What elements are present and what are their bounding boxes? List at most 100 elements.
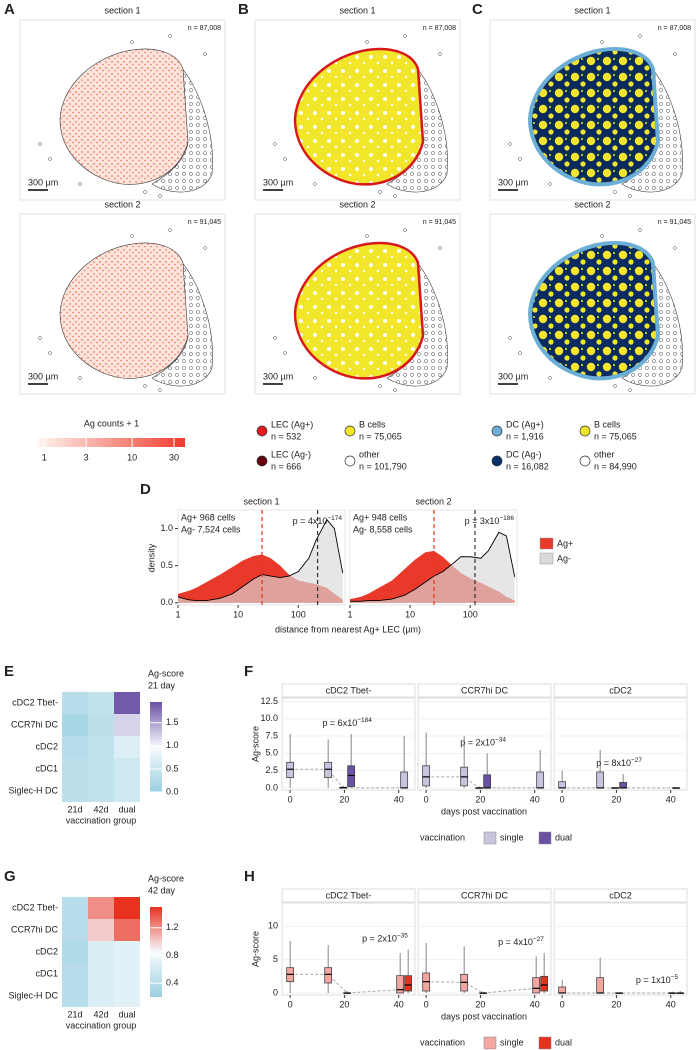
facet-title: cDC2 Tbet- — [326, 685, 372, 695]
column-label: dual — [118, 804, 135, 814]
legend-swatch — [539, 552, 554, 565]
tissue-speck — [518, 351, 522, 355]
tissue-speck — [365, 40, 369, 44]
x-tick-label: 0 — [560, 999, 565, 1009]
x-tick-label: 0 — [424, 794, 429, 804]
y-axis-label: Ag-score — [250, 931, 260, 967]
row-label: CCR7hi DC — [11, 924, 59, 934]
tissue-speck — [158, 388, 162, 392]
facet-title: section 2 — [415, 496, 451, 506]
tissue-main — [527, 47, 661, 187]
box — [540, 975, 549, 992]
tissue-speck — [638, 228, 642, 232]
colorbar-tick-label: 0.4 — [166, 978, 179, 988]
x-axis-label: days post vaccination — [441, 806, 527, 816]
box — [596, 977, 605, 994]
legend-label: dual — [555, 832, 572, 842]
colorbar-tick-label: 1.0 — [166, 740, 179, 750]
legend-marker — [344, 455, 356, 467]
p-value-exponent: −5 — [671, 974, 679, 981]
p-value: p = 2x10−34 — [460, 736, 506, 748]
panel-frame — [489, 213, 696, 395]
heatmap-cell — [88, 941, 114, 963]
legend-marker — [579, 455, 591, 467]
y-tick-label: 0 — [273, 987, 278, 997]
density-line — [177, 518, 344, 601]
x-axis-label: distance from nearest Ag+ LEC (µm) — [275, 624, 421, 634]
cell-count: n = 91,045 — [658, 219, 691, 226]
annotation: Ag- 7,524 cells — [181, 524, 241, 534]
legend-label: B cells — [594, 419, 621, 429]
plot-frame — [553, 697, 688, 791]
tissue — [273, 34, 448, 198]
section-title: section 2 — [104, 199, 140, 209]
p-value-exponent: −186 — [499, 515, 514, 522]
x-tick-label: 0 — [288, 999, 293, 1009]
colorbar-tick-label: 0.5 — [166, 763, 179, 773]
strip — [417, 888, 552, 903]
p-value: p = 4x10−174 — [293, 515, 343, 527]
y-tick-label: 5.0 — [265, 748, 278, 758]
p-value-exponent: −27 — [533, 936, 544, 943]
colorbar-tick-label: 1.5 — [166, 717, 179, 727]
legend-swatch — [538, 1036, 552, 1050]
colorbar-tick-label: 10 — [127, 452, 137, 462]
colorbar-tick-label: 1.2 — [166, 922, 179, 932]
x-tick-label: 20 — [475, 999, 485, 1009]
cell-count: n = 87,008 — [188, 25, 221, 32]
panel-letter: B — [238, 1, 249, 18]
heatmap-cell — [114, 780, 140, 802]
tissue-speck — [283, 157, 287, 161]
tissue-speck — [628, 388, 632, 392]
strip — [417, 683, 552, 698]
column-label: dual — [118, 1009, 135, 1019]
heatmap-cell — [114, 963, 140, 985]
box — [558, 781, 567, 789]
panel-letter: D — [140, 481, 151, 498]
p-value: p = 3x10−186 — [465, 515, 515, 527]
box — [558, 986, 567, 994]
panel-frame — [254, 213, 461, 395]
cell-count: n = 91,045 — [188, 219, 221, 226]
colorbar-tick-label: 3 — [84, 452, 89, 462]
strip — [553, 683, 688, 698]
tissue-speck — [393, 388, 397, 392]
x-tick-label: 1 — [175, 609, 180, 619]
x-axis-label: days post vaccination — [441, 1011, 527, 1021]
row-label: cDC1 — [35, 763, 58, 773]
legend-label: other — [359, 449, 380, 459]
p-value: p = 2x10−35 — [362, 932, 408, 944]
p-value-exponent: −174 — [327, 515, 342, 522]
box — [400, 771, 409, 789]
y-tick-label: 10 — [268, 921, 278, 931]
heatmap-cell — [62, 692, 88, 714]
median-trend — [290, 973, 401, 994]
legend-marker — [579, 425, 591, 437]
heatmap-cell — [88, 714, 114, 736]
scale-bar-label: 300 µm — [263, 177, 293, 187]
tissue-speck — [548, 182, 552, 186]
x-tick-label: 40 — [394, 999, 404, 1009]
colorbar-tick-label: 0.0 — [166, 786, 179, 796]
p-value-base: p = 2x10 — [460, 738, 495, 748]
tissue-speck — [48, 157, 52, 161]
legend-label: B cells — [359, 419, 386, 429]
y-tick-label: 0.0 — [160, 597, 173, 607]
heatmap-cell — [114, 985, 140, 1007]
tissue-speck — [673, 52, 677, 56]
legend-count: n = 16,082 — [506, 461, 549, 471]
colorbar-tick-label: 30 — [169, 452, 179, 462]
tissue-speck — [168, 34, 172, 38]
p-value-base: p = 3x10 — [465, 516, 500, 526]
x-axis-label: vaccination group — [66, 1020, 137, 1030]
legend-swatch — [539, 537, 554, 550]
tissue-speck — [378, 384, 382, 388]
legend-title: vaccination — [420, 832, 465, 842]
legend-marker — [256, 425, 268, 437]
p-value-exponent: −184 — [357, 717, 372, 724]
tissue-speck — [638, 34, 642, 38]
row-label: cDC2 Tbet- — [12, 697, 58, 707]
p-value-base: p = 8x10 — [596, 758, 631, 768]
